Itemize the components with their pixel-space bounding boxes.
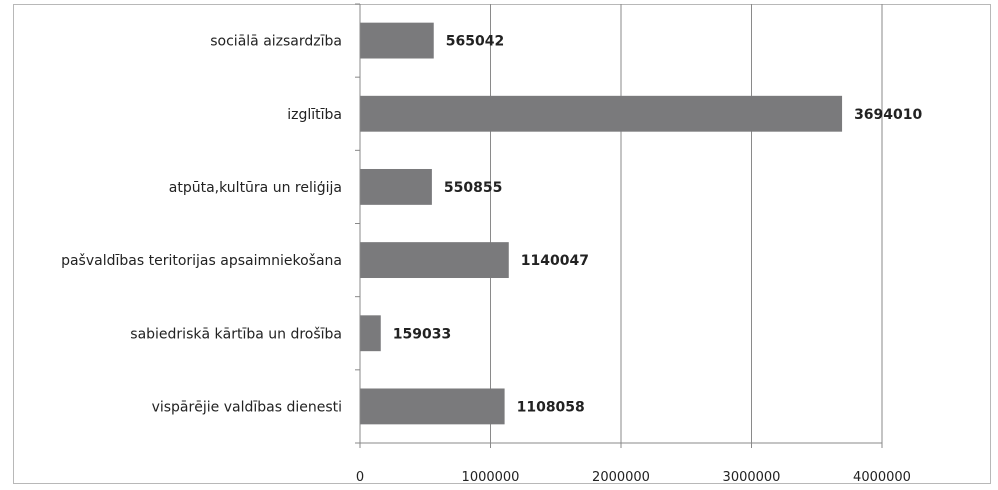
x-tick-label: 4000000 [853,470,911,485]
x-tick-label: 1000000 [462,470,520,485]
bars [360,22,843,425]
gridlines [490,4,883,443]
bar [360,388,505,425]
data-label: 550855 [444,180,502,196]
data-label: 1140047 [521,253,589,269]
bar [360,315,381,352]
bar [360,168,432,205]
x-axis-ticks [359,443,883,448]
data-label: 1108058 [517,399,585,415]
category-label: atpūta,kultūra un reliģija [169,180,342,196]
data-label: 3694010 [854,107,922,123]
bar [360,242,509,279]
x-tick-labels: 0 1000000 2000000 3000000 4000000 [356,470,911,485]
bar [360,22,434,59]
value-labels: 565042 3694010 550855 1140047 159033 1108058 [393,34,923,416]
x-tick-label: 0 [356,470,364,485]
category-labels: sociālā aizsardzība izglītība atpūta,kultū… [61,34,342,416]
data-label: 159033 [393,326,451,342]
x-tick-label: 3000000 [723,470,781,485]
category-label: izglītība [287,107,342,123]
data-label: 565042 [446,34,504,50]
x-tick-label: 2000000 [592,470,650,485]
category-label: sabiedriskā kārtība un drošība [130,326,342,342]
category-label: sociālā aizsardzība [210,34,342,50]
category-label: vispārējie valdības dienesti [152,399,342,415]
y-axis-ticks [355,3,360,444]
bar [360,95,843,132]
category-label: pašvaldības teritorijas apsaimniekošana [61,253,342,269]
